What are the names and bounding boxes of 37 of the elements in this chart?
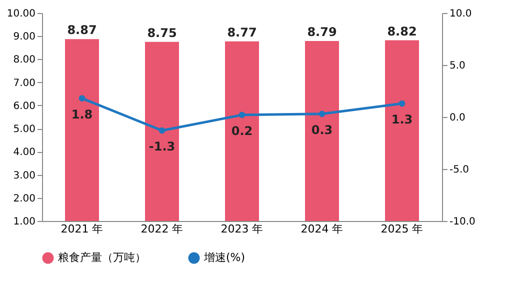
data-label: 8.82 [387, 24, 417, 38]
y2-tick-label: 0.0 [450, 112, 466, 124]
data-label: 8.79 [307, 24, 337, 39]
data-label: -1.3 [148, 140, 176, 154]
y-tick-label: 9.00 [13, 32, 36, 43]
data-label: 8.87 [67, 23, 97, 38]
x-tick-label: 2023 年 [220, 222, 264, 236]
y-tick-label: 6.00 [13, 100, 36, 112]
point [398, 100, 406, 107]
x-tick-label: 2022 年 [140, 222, 184, 236]
y2-tick-label: 10.0 [450, 8, 472, 20]
y2-tick-label: -10.0 [450, 216, 476, 228]
data-label: 8.75 [147, 26, 177, 40]
y-tick-label: 8.00 [13, 54, 36, 66]
x-tick-label: 2024 年 [300, 222, 344, 236]
point [318, 110, 326, 118]
y2-tick-label: -5.0 [450, 164, 470, 176]
point [158, 127, 166, 134]
data-label: 8.77 [227, 25, 257, 40]
y-tick-label: 2.00 [13, 193, 36, 204]
x-tick-label: 2021 年 [60, 222, 104, 236]
legend-label: 增速(%) [203, 251, 246, 264]
y-tick-label: 7.00 [13, 78, 36, 89]
y-tick-label: 1.00 [13, 216, 36, 228]
y-tick-label: 5.00 [13, 124, 36, 136]
y2-tick-label: 5.0 [450, 60, 466, 72]
y-tick-label: 4.00 [13, 147, 36, 158]
point [238, 112, 246, 118]
y-tick-label: 3.00 [13, 170, 36, 182]
data-label: 1.8 [71, 107, 93, 122]
legend-label: 粮食产量（万吨） [58, 251, 146, 264]
data-label: 1.3 [391, 112, 413, 126]
data-label: 0.3 [311, 122, 333, 137]
data-label: 0.2 [231, 124, 253, 138]
x-tick-label: 2025 年 [380, 222, 424, 236]
y-tick-label: 10.00 [6, 8, 36, 20]
point [78, 95, 86, 102]
